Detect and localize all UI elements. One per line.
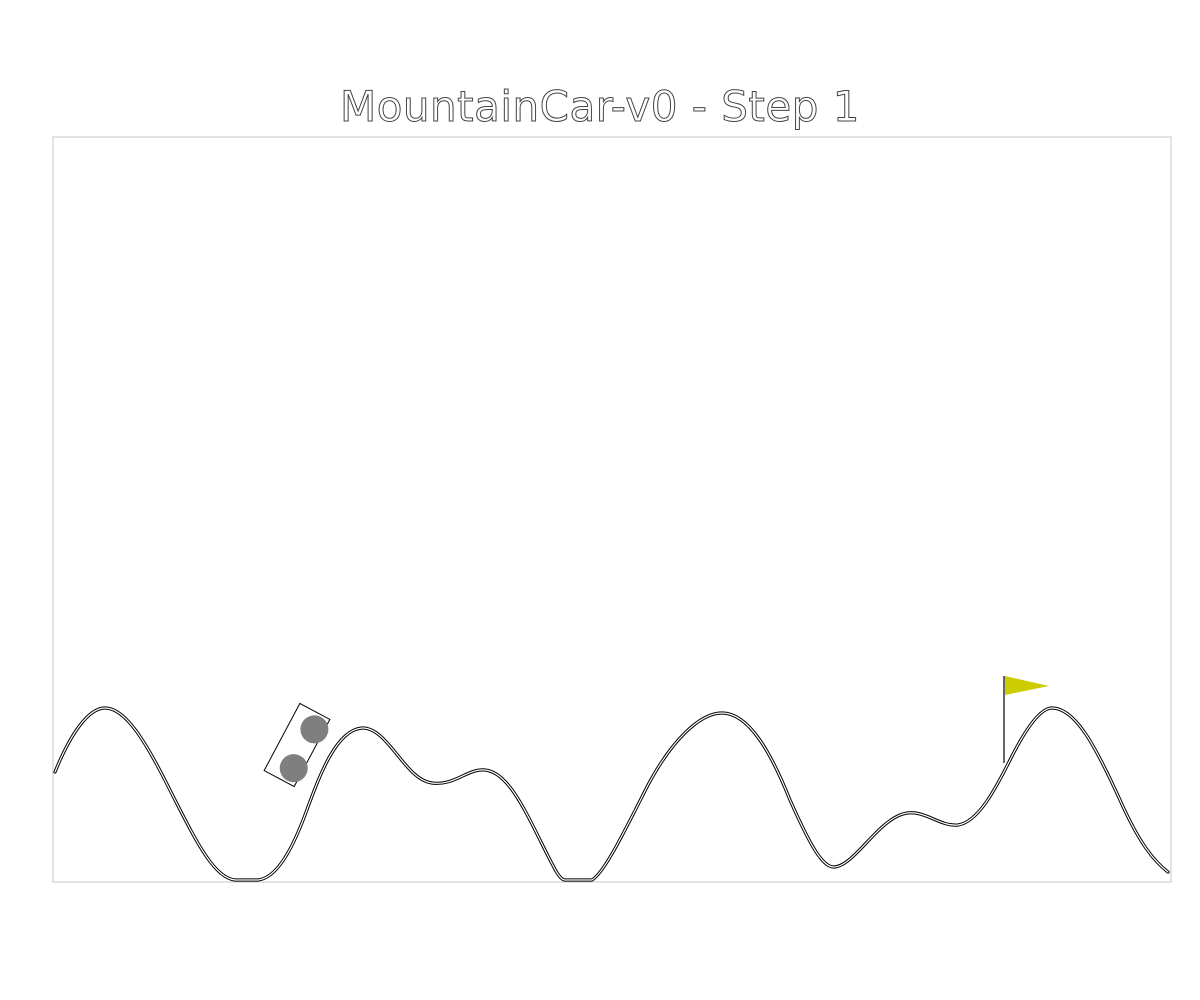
- render-frame: [52, 136, 1172, 883]
- flag: [1005, 676, 1049, 695]
- car-front-wheel: [300, 715, 329, 744]
- goal-flag-icon: [1003, 676, 1049, 763]
- car-rear-wheel: [279, 754, 308, 783]
- car-icon: [263, 702, 331, 788]
- page-title: MountainCar-v0 - Step 1: [340, 82, 860, 132]
- terrain: [53, 706, 1170, 882]
